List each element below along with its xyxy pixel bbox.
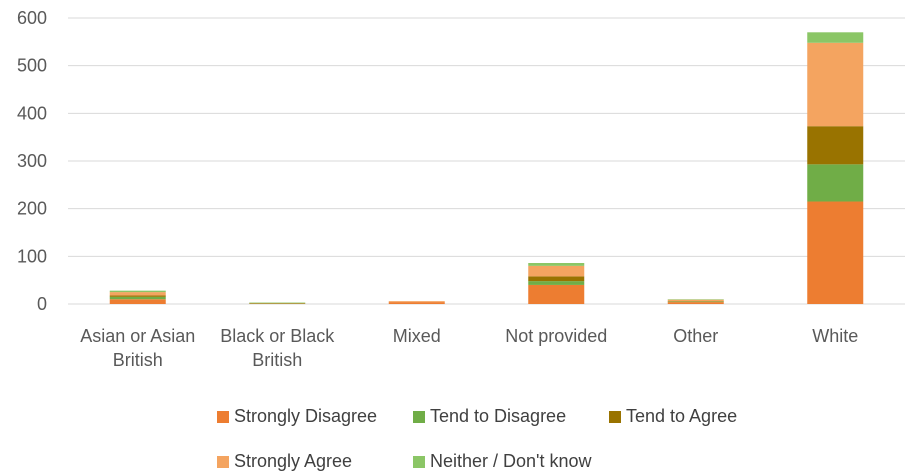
x-category-label: British — [252, 350, 302, 370]
legend-label: Strongly Agree — [234, 451, 353, 471]
legend-item: Tend to Agree — [609, 406, 737, 427]
bars — [109, 32, 864, 304]
legend: Strongly Disagree Tend to Disagree Tend to… — [0, 396, 917, 475]
y-tick-label: 0 — [37, 294, 47, 314]
y-tick-label: 600 — [17, 8, 47, 28]
legend-label: Strongly Disagree — [234, 406, 378, 426]
bar-segment — [109, 299, 166, 304]
bar-segment — [807, 164, 864, 202]
bar-segment — [388, 302, 445, 304]
bar-segment — [388, 301, 445, 303]
bar-segment — [109, 296, 166, 300]
legend-swatch — [609, 410, 621, 423]
y-tick-label: 200 — [17, 199, 47, 219]
bar-segment — [528, 263, 585, 266]
bar-segment — [528, 284, 585, 304]
x-category-label: British — [113, 350, 163, 370]
legend-label: Tend to Disagree — [430, 406, 567, 426]
y-axis-ticks: 0 100 200 300 400 500 600 — [17, 8, 47, 314]
bar-segment — [528, 281, 585, 285]
x-category-label: White — [812, 326, 858, 346]
legend-label: Tend to Agree — [626, 406, 738, 426]
bar-segment — [528, 265, 585, 277]
y-tick-label: 100 — [17, 246, 47, 266]
bar-segment — [528, 276, 585, 282]
legend-item: Tend to Disagree — [413, 406, 566, 427]
bar-segment — [807, 126, 864, 165]
bar-segment — [109, 292, 166, 296]
stacked-bar-chart: 0 100 200 300 400 500 600 Asian or Asian Britis… — [17, 8, 905, 370]
x-category-label: Not provided — [505, 326, 607, 346]
x-category-label: Black or Black — [220, 326, 335, 346]
bar-segment — [807, 32, 864, 43]
x-axis-labels: Asian or Asian British Black or Black Briti… — [80, 326, 858, 370]
legend-swatch — [217, 455, 229, 468]
bar-segment — [109, 290, 166, 293]
bar-segment — [667, 299, 724, 302]
bar-segment — [667, 302, 724, 304]
legend-swatch — [217, 410, 229, 423]
y-tick-label: 500 — [17, 56, 47, 76]
legend-item: Strongly Agree — [217, 451, 352, 472]
bar-segment — [807, 42, 864, 127]
x-category-label: Other — [673, 326, 718, 346]
x-category-label: Asian or Asian — [80, 326, 195, 346]
y-tick-label: 300 — [17, 151, 47, 171]
bar-segment — [109, 295, 166, 297]
x-category-label: Mixed — [393, 326, 441, 346]
legend-swatch — [413, 410, 425, 423]
legend-label: Neither / Don't know — [430, 451, 592, 471]
legend-item: Strongly Disagree — [217, 406, 377, 427]
legend-swatch — [413, 455, 425, 468]
gridlines — [68, 17, 905, 305]
bar-segment — [807, 201, 864, 304]
legend-item: Neither / Don't know — [413, 451, 592, 472]
y-tick-label: 400 — [17, 103, 47, 123]
